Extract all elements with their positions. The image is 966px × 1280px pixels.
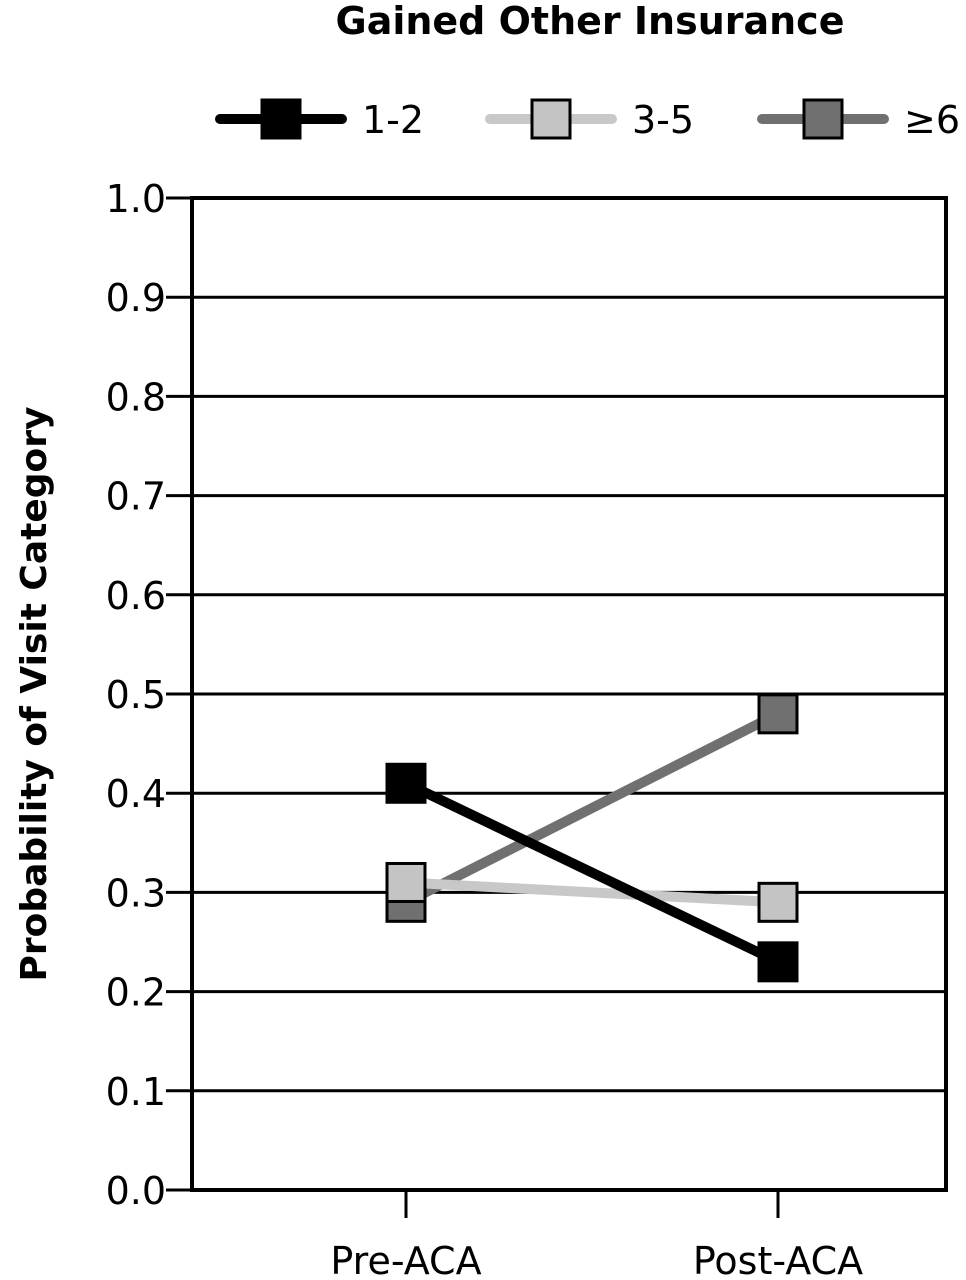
data-point — [757, 881, 799, 923]
legend-label: 1-2 — [362, 98, 424, 142]
legend-label: ≥6 — [904, 98, 960, 142]
y-axis-label: Probability of Visit Category — [14, 407, 55, 982]
y-tick-label: 0.1 — [106, 1070, 166, 1114]
y-tick-label: 0.6 — [106, 574, 166, 618]
y-tick-label: 0.8 — [106, 375, 166, 419]
legend-item: 3-5 — [485, 98, 694, 142]
x-tick-label: Post-ACA — [693, 1239, 863, 1280]
y-tick-label: 0.9 — [106, 276, 166, 320]
plot-frame — [190, 196, 948, 1192]
y-tick-label: 0.4 — [106, 772, 166, 816]
x-tick-label: Pre-ACA — [330, 1239, 481, 1280]
y-tick-label: 0.5 — [106, 673, 166, 717]
y-axis-ticks: 0.0 0.1 0.2 0.3 0.4 0.5 0.6 0.7 0.8 0.9 1.0 — [106, 177, 192, 1213]
series-line — [403, 778, 781, 967]
y-tick-label: 0.3 — [106, 871, 166, 915]
x-axis-ticks: Pre-ACA Post-ACA — [330, 1190, 863, 1280]
legend-item: ≥6 — [757, 98, 960, 142]
data-point — [757, 693, 799, 735]
legend-marker — [530, 98, 572, 140]
legend-item: 1-2 — [215, 98, 424, 142]
series-1 — [385, 861, 799, 923]
y-tick-label: 0.0 — [106, 1169, 166, 1213]
y-tick-label: 0.7 — [106, 475, 166, 519]
data-point — [757, 941, 799, 983]
chart-title: Gained Other Insurance — [336, 0, 845, 43]
y-tick-label: 0.2 — [106, 971, 166, 1015]
gridlines — [192, 295, 946, 1093]
data-point — [385, 861, 427, 903]
legend: 1-2 3-5 ≥6 — [215, 98, 960, 142]
legend-marker — [802, 98, 844, 140]
y-tick-label: 1.0 — [106, 177, 166, 221]
series-line — [403, 709, 781, 907]
series-line — [405, 877, 779, 908]
series-layer — [385, 693, 799, 983]
data-point — [385, 762, 427, 804]
legend-label: 3-5 — [632, 98, 694, 142]
legend-marker — [260, 98, 302, 140]
series-0 — [385, 762, 799, 983]
